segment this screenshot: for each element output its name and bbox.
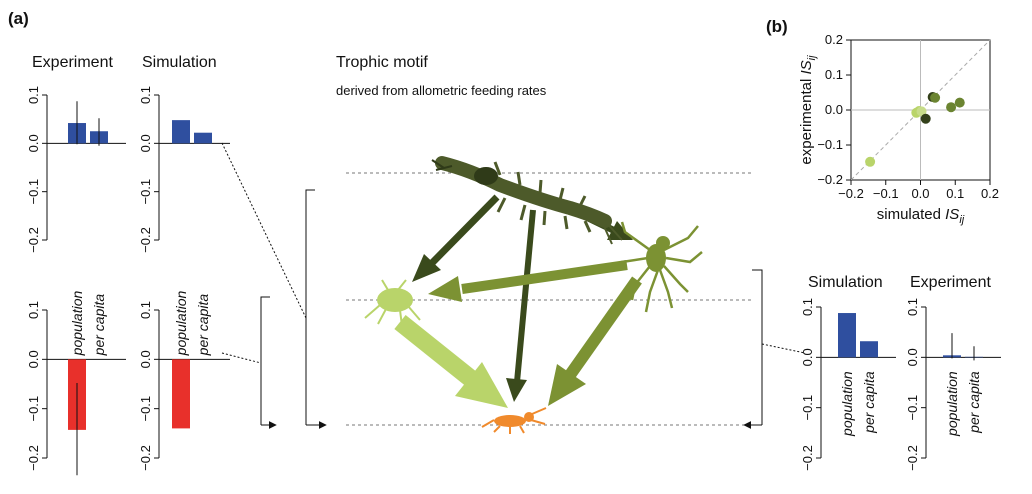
bar-per-capita	[860, 341, 878, 358]
panel-a-label: (a)	[8, 9, 29, 28]
category-label: population	[839, 371, 855, 437]
y-tick-label: 0.0	[138, 350, 153, 368]
panel-b-label: (b)	[766, 17, 788, 36]
y-tick-label: 0.0	[905, 348, 920, 366]
centipede-icon	[431, 156, 623, 245]
bracket-right	[743, 269, 763, 429]
scatter-point	[930, 92, 941, 103]
arrow-mite-to-springtail	[394, 314, 508, 408]
bracket-left-outer	[305, 189, 327, 429]
bar-chart-bottom-simulation: 0.1 0.0 −0.1 −0.2 population per capita	[138, 291, 230, 471]
y-tick-label: 0.1	[138, 86, 153, 104]
motif-title: Trophic motif	[336, 54, 428, 71]
y-tick-label: −0.1	[26, 179, 41, 205]
spider-icon	[607, 221, 703, 313]
y-tick-label: −0.2	[138, 227, 153, 253]
y-tick-label: 0.1	[138, 301, 153, 319]
y-tick-label: 0.1	[26, 301, 41, 319]
y-tick-label: −0.2	[138, 445, 153, 471]
y-tick-label: −0.2	[817, 172, 843, 187]
connector-top-simulation	[221, 142, 307, 319]
trophic-motif-diagram	[221, 142, 806, 434]
connector-bottom-simulation	[221, 352, 262, 364]
y-tick-label: −0.1	[26, 396, 41, 422]
category-label: per capita	[91, 294, 107, 357]
chart-title-right-experiment: Experiment	[910, 274, 991, 291]
y-tick-label: 0.0	[800, 348, 815, 366]
y-tick-label: 0.1	[825, 67, 843, 82]
mite-icon	[364, 279, 421, 327]
springtail-icon	[481, 407, 547, 434]
chart-title-right-simulation: Simulation	[808, 274, 883, 291]
bar-population	[172, 359, 190, 429]
y-tick-label: 0.2	[825, 32, 843, 47]
chart-title-top-experiment: Experiment	[32, 54, 113, 71]
y-tick-label: −0.1	[800, 395, 815, 421]
bar-chart-top-simulation: 0.1 0.0 −0.1 −0.2	[138, 86, 230, 253]
scatter-point	[954, 97, 965, 108]
bar-population	[838, 313, 856, 358]
arrow-centipede-to-springtail	[506, 209, 536, 402]
y-tick-label: −0.1	[905, 395, 920, 421]
y-tick-label: −0.1	[817, 137, 843, 152]
bracket-left-inner	[260, 296, 277, 429]
scatter-point	[865, 156, 876, 167]
arrow-spider-to-springtail	[548, 276, 642, 406]
bar-chart-bottom-experiment: 0.1 0.0 −0.1 −0.2 population per capita	[26, 291, 126, 476]
category-label: population	[69, 291, 85, 357]
category-label: population	[173, 291, 189, 357]
y-tick-label: 0.0	[26, 350, 41, 368]
y-tick-label: 0.0	[26, 134, 41, 152]
motif-subtitle: derived from allometric feeding rates	[336, 83, 547, 98]
x-tick-label: 0.1	[946, 186, 964, 201]
arrow-centipede-to-prey-left	[412, 194, 500, 282]
x-axis-label: simulated ISij	[877, 206, 965, 226]
y-tick-label: −0.1	[138, 179, 153, 205]
y-tick-label: 0.1	[800, 298, 815, 316]
y-tick-label: 0.0	[825, 102, 843, 117]
y-tick-label: −0.1	[138, 396, 153, 422]
category-label: per capita	[861, 371, 877, 434]
y-tick-label: −0.2	[800, 445, 815, 471]
bar-chart-right-simulation: 0.1 0.0 −0.1 −0.2 population per capita	[800, 298, 896, 471]
y-tick-label: −0.2	[26, 227, 41, 253]
bar-chart-top-experiment: 0.1 0.0 −0.1 −0.2	[26, 86, 126, 253]
scatter-chart-b: −0.2 −0.1 0.0 0.1 0.2 −0.2 −0.1 0.0 0.1 0.2 simula…	[798, 32, 999, 226]
bar-population	[172, 120, 190, 144]
category-label: population	[944, 371, 960, 437]
y-tick-label: 0.0	[138, 134, 153, 152]
scatter-point	[916, 106, 927, 117]
x-tick-label: −0.2	[838, 186, 864, 201]
bar-chart-right-experiment: 0.1 0.0 −0.1 −0.2 population per capita	[905, 298, 1001, 471]
chart-title-top-simulation: Simulation	[142, 54, 217, 71]
category-label: per capita	[966, 371, 982, 434]
y-axis-label: experimental ISij	[798, 55, 818, 165]
x-tick-label: 0.0	[911, 186, 929, 201]
y-tick-label: −0.2	[26, 445, 41, 471]
category-label: per capita	[195, 294, 211, 357]
scatter-point	[946, 102, 957, 113]
x-tick-label: 0.2	[981, 186, 999, 201]
scatter-point	[920, 113, 931, 124]
y-tick-label: 0.1	[26, 86, 41, 104]
arrow-spider-to-mite	[428, 260, 628, 302]
y-tick-label: 0.1	[905, 298, 920, 316]
bar-per-capita	[194, 132, 212, 144]
x-tick-label: −0.1	[873, 186, 899, 201]
y-tick-label: −0.2	[905, 445, 920, 471]
connector-right-simulation	[761, 343, 806, 354]
